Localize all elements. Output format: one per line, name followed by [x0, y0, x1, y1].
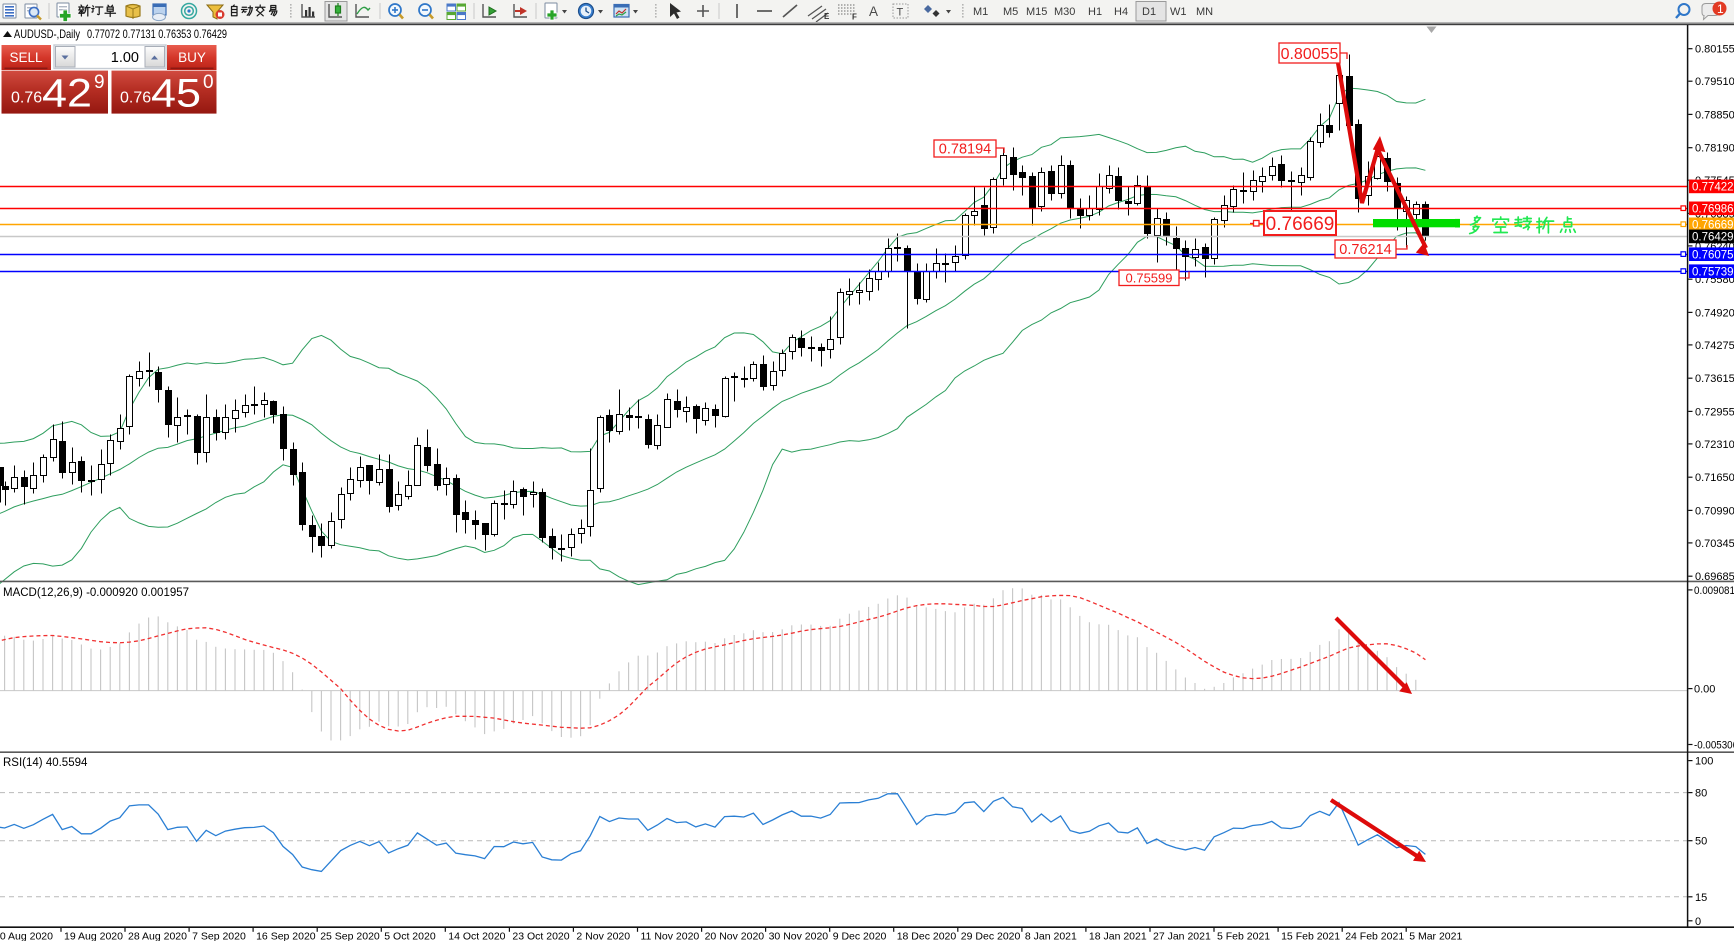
- svg-text:18 Jan 2021: 18 Jan 2021: [1089, 931, 1147, 941]
- svg-text:0.76: 0.76: [11, 90, 42, 107]
- svg-text:MACD(12,26,9) -0.000920 0.0019: MACD(12,26,9) -0.000920 0.001957: [3, 587, 189, 599]
- svg-text:0.74275: 0.74275: [1695, 340, 1734, 352]
- svg-text:0.77422: 0.77422: [1692, 182, 1734, 194]
- svg-text:15: 15: [1695, 892, 1707, 904]
- svg-text:11 Nov 2020: 11 Nov 2020: [641, 931, 700, 941]
- svg-text:0.75739: 0.75739: [1692, 266, 1734, 278]
- svg-text:0: 0: [1695, 916, 1701, 928]
- svg-text:0.80155: 0.80155: [1695, 44, 1734, 56]
- svg-text:20 Nov 2020: 20 Nov 2020: [705, 931, 765, 941]
- svg-text:0.78194: 0.78194: [939, 142, 991, 158]
- svg-text:M5: M5: [1003, 6, 1018, 18]
- svg-text:19 Aug 2020: 19 Aug 2020: [64, 931, 123, 941]
- svg-text:100: 100: [1695, 756, 1713, 768]
- svg-text:50: 50: [1695, 836, 1707, 848]
- svg-text:BUY: BUY: [178, 50, 206, 65]
- svg-text:42: 42: [42, 72, 92, 116]
- svg-text:0.71650: 0.71650: [1695, 472, 1734, 484]
- svg-text:1: 1: [1717, 2, 1724, 16]
- svg-text:0.78190: 0.78190: [1695, 143, 1734, 155]
- svg-text:24 Feb 2021: 24 Feb 2021: [1345, 931, 1404, 941]
- svg-text:0.72310: 0.72310: [1695, 439, 1734, 451]
- svg-text:14 Oct 2020: 14 Oct 2020: [448, 931, 505, 941]
- svg-text:M30: M30: [1054, 6, 1075, 18]
- svg-text:0.79510: 0.79510: [1695, 76, 1734, 88]
- svg-text:8 Jan 2021: 8 Jan 2021: [1025, 931, 1077, 941]
- svg-text:M15: M15: [1026, 6, 1047, 18]
- svg-text:0.69685: 0.69685: [1695, 571, 1734, 583]
- svg-text:5 Oct 2020: 5 Oct 2020: [384, 931, 436, 941]
- svg-text:25 Sep 2020: 25 Sep 2020: [320, 931, 380, 941]
- svg-text:45: 45: [151, 72, 201, 116]
- svg-text:15 Feb 2021: 15 Feb 2021: [1281, 931, 1340, 941]
- svg-text:23 Oct 2020: 23 Oct 2020: [512, 931, 569, 941]
- svg-text:H4: H4: [1114, 6, 1128, 18]
- svg-text:0.72955: 0.72955: [1695, 406, 1734, 418]
- svg-text:0.76429: 0.76429: [1692, 232, 1734, 244]
- svg-text:-0.005306: -0.005306: [1694, 740, 1734, 752]
- svg-text:9 Dec 2020: 9 Dec 2020: [833, 931, 887, 941]
- svg-text:30 Nov 2020: 30 Nov 2020: [769, 931, 829, 941]
- svg-text:0.75599: 0.75599: [1126, 270, 1173, 285]
- svg-text:80: 80: [1695, 788, 1707, 800]
- svg-text:0.70990: 0.70990: [1695, 505, 1734, 517]
- svg-text:18 Dec 2020: 18 Dec 2020: [897, 931, 957, 941]
- svg-text:0.009081: 0.009081: [1694, 585, 1734, 597]
- svg-text:0.74920: 0.74920: [1695, 307, 1734, 319]
- svg-text:F: F: [852, 13, 857, 22]
- svg-text:T: T: [897, 7, 904, 19]
- svg-text:E: E: [824, 12, 830, 21]
- svg-text:28 Aug 2020: 28 Aug 2020: [128, 931, 187, 941]
- svg-text:9: 9: [94, 72, 105, 93]
- svg-text:0.76214: 0.76214: [1339, 242, 1391, 258]
- svg-text:H1: H1: [1088, 6, 1102, 18]
- svg-text:10 Aug 2020: 10 Aug 2020: [0, 931, 53, 941]
- svg-text:0.77072 0.77131 0.76353 0.7642: 0.77072 0.77131 0.76353 0.76429: [87, 27, 227, 41]
- svg-text:5 Feb 2021: 5 Feb 2021: [1217, 931, 1270, 941]
- svg-text:0.73615: 0.73615: [1695, 373, 1734, 385]
- svg-text:D1: D1: [1142, 6, 1156, 18]
- svg-text:0.76075: 0.76075: [1692, 249, 1734, 261]
- svg-text:2 Nov 2020: 2 Nov 2020: [576, 931, 630, 941]
- svg-text:0.78850: 0.78850: [1695, 109, 1734, 121]
- svg-text:0.76669: 0.76669: [1692, 220, 1734, 232]
- svg-text:0.76: 0.76: [120, 90, 151, 107]
- svg-text:5 Mar 2021: 5 Mar 2021: [1409, 931, 1462, 941]
- svg-text:29 Dec 2020: 29 Dec 2020: [961, 931, 1021, 941]
- svg-text:27 Jan 2021: 27 Jan 2021: [1153, 931, 1211, 941]
- svg-text:W1: W1: [1170, 6, 1187, 18]
- svg-text:0.80055: 0.80055: [1281, 46, 1339, 63]
- svg-text:A: A: [869, 4, 878, 19]
- svg-text:7 Sep 2020: 7 Sep 2020: [192, 931, 246, 941]
- svg-text:16 Sep 2020: 16 Sep 2020: [256, 931, 316, 941]
- svg-text:0: 0: [203, 72, 214, 93]
- svg-text:M1: M1: [973, 6, 988, 18]
- svg-text:0.70345: 0.70345: [1695, 538, 1734, 550]
- svg-text:1.00: 1.00: [111, 50, 139, 66]
- svg-text:RSI(14) 40.5594: RSI(14) 40.5594: [3, 757, 88, 769]
- svg-text:0.76669: 0.76669: [1266, 214, 1335, 235]
- svg-text:AUDUSD-,Daily: AUDUSD-,Daily: [14, 27, 80, 41]
- svg-text:0.76986: 0.76986: [1692, 204, 1734, 216]
- svg-text:SELL: SELL: [9, 50, 43, 65]
- svg-text:MN: MN: [1196, 6, 1213, 18]
- svg-text:0.00: 0.00: [1694, 684, 1715, 696]
